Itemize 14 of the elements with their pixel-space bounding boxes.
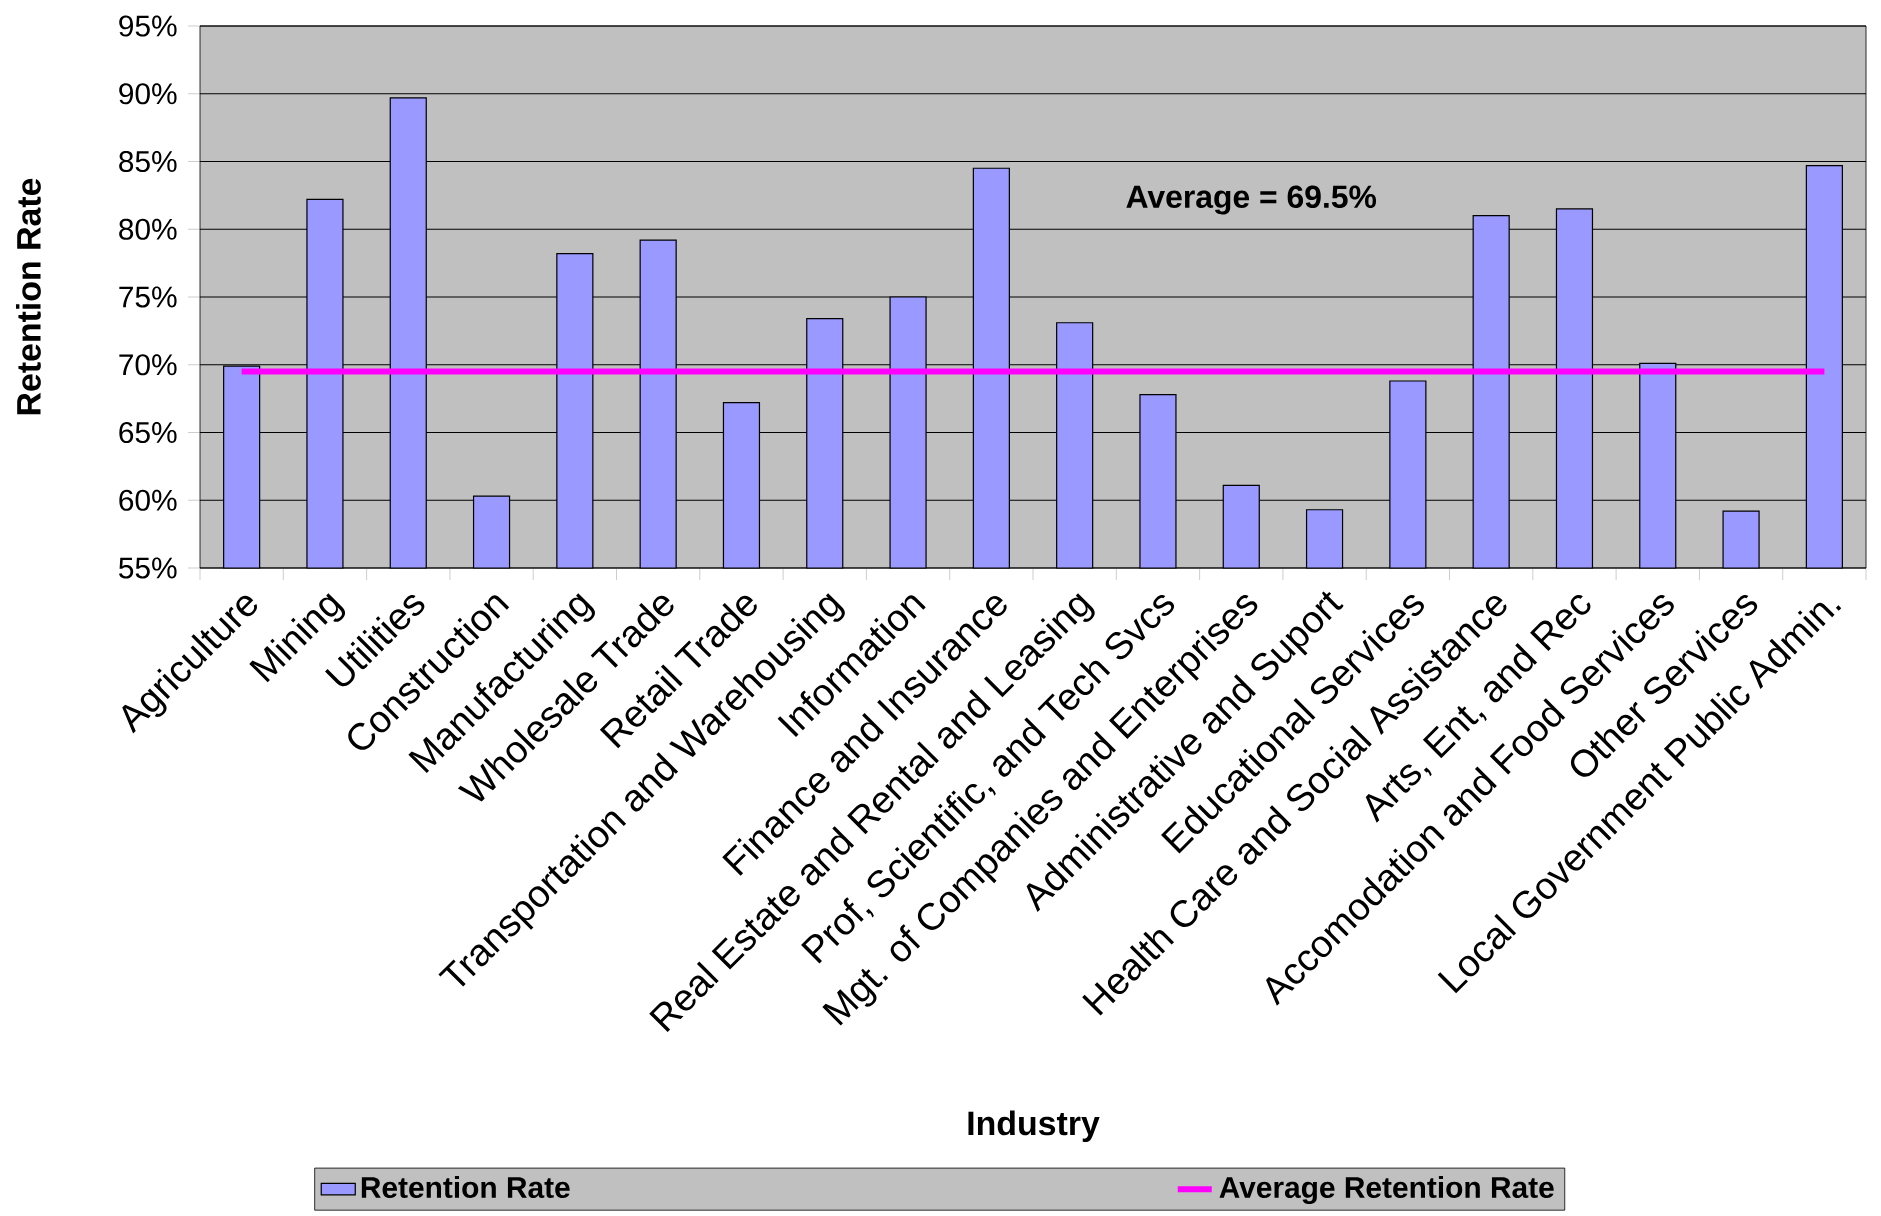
- y-tick-label: 75%: [119, 286, 177, 308]
- y-tick-label: 55%: [119, 557, 177, 579]
- x-axis-title: Industry: [968, 1110, 1100, 1143]
- y-tick-label: 60%: [119, 489, 177, 511]
- y-tick-label: 70%: [119, 354, 177, 376]
- legend-label: Retention Rate: [361, 1176, 570, 1199]
- y-axis-title: Retention Rate: [15, 178, 41, 415]
- y-tick-label: 80%: [119, 218, 177, 240]
- y-tick-label: 95%: [119, 15, 177, 37]
- annotation: Average = 69.5%: [1126, 185, 1377, 215]
- y-tick-label: 65%: [119, 421, 177, 444]
- y-tick-label: 85%: [119, 150, 177, 173]
- legend-label: Average Retention Rate: [1219, 1176, 1554, 1205]
- y-tick-label: 90%: [119, 83, 177, 105]
